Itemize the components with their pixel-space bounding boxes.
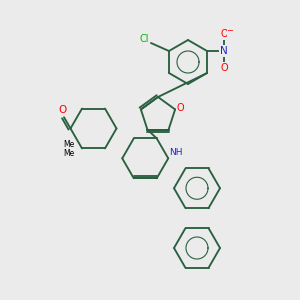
Text: O: O (220, 63, 228, 73)
Text: O: O (58, 105, 66, 115)
Text: −: − (226, 26, 234, 35)
Text: O: O (220, 29, 228, 39)
Text: +: + (221, 46, 227, 52)
Text: NH: NH (169, 148, 183, 157)
Text: N: N (220, 46, 228, 56)
Text: O: O (176, 103, 184, 113)
Text: Cl: Cl (139, 34, 149, 44)
Text: Me: Me (63, 140, 75, 149)
Text: Me: Me (63, 149, 75, 158)
